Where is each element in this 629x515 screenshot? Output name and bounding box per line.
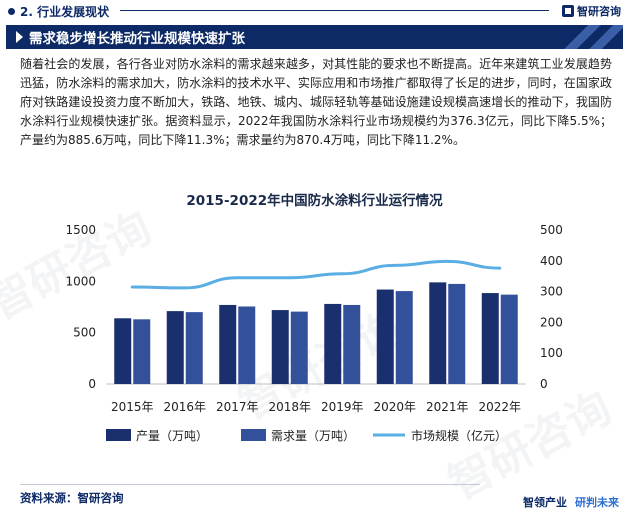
y-left-tick-label: 500 [73,326,96,340]
bar-demand [238,306,256,384]
section-banner: 需求稳步增长推动行业规模快速扩张 [6,25,623,49]
y-right-tick-label: 400 [540,254,563,268]
bar-demand [185,312,203,384]
legend-label: 市场规模（亿元） [411,428,507,443]
y-left-tick-label: 0 [88,377,96,391]
x-tick-label: 2022年 [478,400,521,414]
footer-rule [20,484,480,485]
y-right-tick-label: 0 [540,377,548,391]
section-header: 2. 行业发展现状 [8,3,109,20]
footer-brand: 智领产业 研判未来 [523,494,619,510]
bar-production [114,318,132,384]
body-paragraph: 随着社会的发展，各行各业对防水涂料的需求越来越多，对其性能的要求也不断提高。近年… [20,57,612,147]
x-tick-label: 2019年 [321,400,364,414]
bar-demand [133,319,151,384]
legend-label: 产量（万吨） [136,429,208,443]
bar-demand [290,311,308,384]
x-tick-label: 2015年 [111,400,154,414]
bar-demand [500,294,518,384]
line-market-size [130,259,502,290]
chevron-right-icon [16,31,23,43]
chart: 0 500 1000 1500 0 100 200 300 400 500 2015年 2016年 20… [65,223,563,443]
bar-production [376,289,394,384]
bar-production [481,293,499,384]
brand-name: 智研咨询 [577,5,621,18]
banner-stripe [563,25,623,49]
y-right-tick-label: 100 [540,346,563,360]
top-bar: 2. 行业发展现状 智研咨询 [0,0,629,22]
legend-swatch [106,429,131,441]
bar-demand [448,283,466,384]
bar-production [324,303,342,384]
x-tick-label: 2017年 [216,400,259,414]
bar-production [166,311,184,384]
footer-brand-right: 研判未来 [575,496,619,509]
bar-production [429,282,447,384]
bar-demand [395,291,413,384]
section-label: 2. 行业发展现状 [20,5,110,19]
header-rule [120,10,549,11]
y-right-tick-label: 300 [540,285,563,299]
brand-logo-icon [562,5,574,17]
bar-production [271,310,289,384]
x-tick-label: 2016年 [163,400,206,414]
source-note: 资料来源：智研咨询 [20,491,124,505]
footer-brand-left: 智领产业 [523,496,567,509]
bar-demand [343,304,361,384]
legend-swatch [241,429,266,441]
y-left-tick-label: 1500 [65,223,96,237]
y-right-tick-label: 500 [540,223,563,237]
bar-production [219,304,237,384]
brand-logo: 智研咨询 [562,3,621,19]
banner-title: 需求稳步增长推动行业规模快速扩张 [29,31,245,47]
x-tick-label: 2020年 [373,400,416,414]
x-tick-label: 2021年 [426,400,469,414]
y-right-tick-label: 200 [540,315,563,329]
bullet-icon [8,8,15,15]
legend-label: 需求量（万吨） [271,429,355,443]
chart-title: 2015-2022年中国防水涂料行业运行情况 [186,193,443,209]
x-tick-label: 2018年 [268,400,311,414]
y-left-tick-label: 1000 [65,274,96,288]
